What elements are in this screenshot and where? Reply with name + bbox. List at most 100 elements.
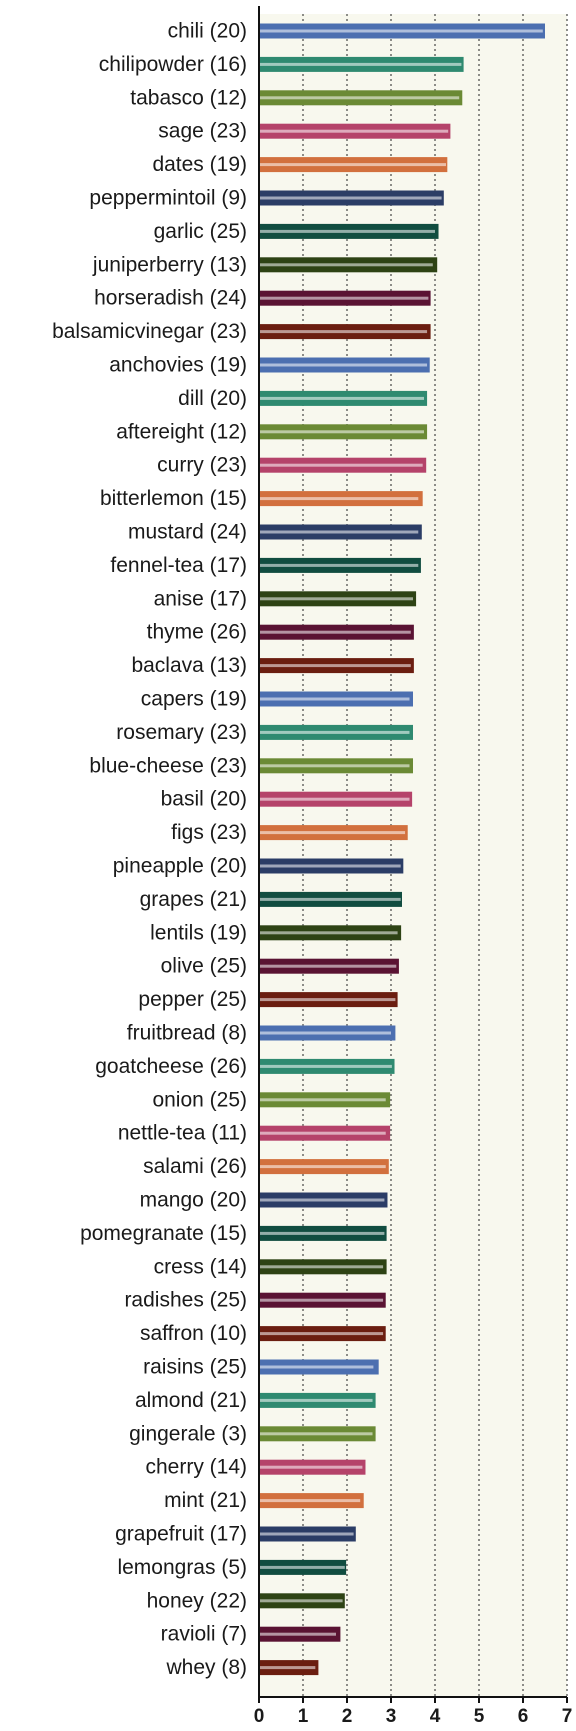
- bar-inner-line: [259, 96, 460, 100]
- bar-inner-line: [259, 1398, 373, 1402]
- bar-inner-line: [259, 129, 449, 133]
- bar-inner-line: [259, 1131, 386, 1135]
- category-label: anchovies (19): [109, 354, 247, 377]
- bar-inner-line: [259, 964, 397, 968]
- category-label: cherry (14): [145, 1456, 247, 1479]
- category-label: fruitbread (8): [127, 1022, 247, 1045]
- bar-inner-line: [259, 931, 398, 935]
- bar-inner-line: [259, 630, 411, 634]
- bar-inner-line: [259, 1499, 361, 1503]
- bar-inner-line: [259, 1298, 384, 1302]
- x-tick-label: 4: [430, 1706, 441, 1727]
- category-labels: chili (20) chilipowder (16) tabasco (12) sa…: [52, 20, 247, 1680]
- bar-inner-line: [259, 1632, 336, 1636]
- bar-inner-line: [259, 163, 446, 167]
- category-label: garlic (25): [154, 220, 247, 243]
- category-label: nettle-tea (11): [118, 1122, 247, 1145]
- bar-inner-line: [259, 530, 419, 534]
- bar-inner-line: [259, 831, 406, 835]
- bar-inner-line: [259, 430, 424, 434]
- category-label: curry (23): [157, 454, 247, 477]
- category-label: peppermintoil (9): [89, 187, 247, 210]
- bar-inner-line: [259, 363, 428, 367]
- category-label: chilipowder (16): [99, 53, 247, 76]
- bar-inner-line: [259, 396, 424, 400]
- category-label: goatcheese (26): [95, 1055, 247, 1078]
- bar-inner-line: [259, 29, 543, 33]
- category-label: grapes (21): [140, 888, 247, 911]
- x-tick-label: 5: [474, 1706, 485, 1727]
- bar-inner-line: [259, 330, 428, 334]
- x-tick-label: 0: [254, 1706, 265, 1727]
- category-label: gingerale (3): [129, 1422, 247, 1445]
- category-label: pineapple (20): [113, 855, 247, 878]
- category-label: dates (19): [152, 153, 247, 176]
- category-label: saffron (10): [140, 1322, 247, 1345]
- category-label: thyme (26): [147, 621, 247, 644]
- bar-inner-line: [259, 730, 410, 734]
- category-label: lemongras (5): [117, 1556, 247, 1579]
- bar-inner-line: [259, 1064, 392, 1068]
- bar-inner-line: [259, 764, 410, 768]
- bar-inner-line: [259, 998, 396, 1002]
- bar-inner-line: [259, 1198, 385, 1202]
- bar-inner-line: [259, 1532, 354, 1536]
- x-tick-label: 6: [518, 1706, 529, 1727]
- bar-inner-line: [259, 1599, 343, 1603]
- category-label: bitterlemon (15): [100, 487, 247, 510]
- category-label: basil (20): [161, 788, 247, 811]
- category-label: pomegranate (15): [80, 1222, 247, 1245]
- bar-inner-line: [259, 263, 433, 267]
- bar-inner-line: [259, 1031, 391, 1035]
- category-label: blue-cheese (23): [89, 754, 247, 777]
- category-label: horseradish (24): [94, 287, 247, 310]
- x-tick-label: 7: [562, 1706, 573, 1727]
- bars: [259, 23, 545, 1676]
- x-axis: 0 1 2 3 4 5 6 7: [254, 1696, 573, 1727]
- category-label: lentils (19): [150, 921, 247, 944]
- bar-inner-line: [259, 1098, 386, 1102]
- category-label: fennel-tea (17): [110, 554, 247, 577]
- bar-inner-line: [259, 1432, 373, 1436]
- category-label: pepper (25): [138, 988, 247, 1011]
- bar-inner-line: [259, 864, 401, 868]
- category-label: mint (21): [164, 1489, 247, 1512]
- category-label: rosemary (23): [116, 721, 247, 744]
- x-tick-label: 2: [342, 1706, 353, 1727]
- bar-inner-line: [259, 797, 410, 801]
- category-label: radishes (25): [124, 1289, 247, 1312]
- bar-inner-line: [259, 463, 423, 467]
- category-label: aftereight (12): [116, 420, 247, 443]
- category-label: juniperberry (13): [92, 253, 247, 276]
- category-label: olive (25): [161, 955, 247, 978]
- category-label: anise (17): [154, 587, 247, 610]
- bar-inner-line: [259, 1465, 363, 1469]
- category-label: honey (22): [147, 1589, 247, 1612]
- bar-inner-line: [259, 229, 435, 233]
- bar-inner-line: [259, 1666, 316, 1670]
- bar-inner-line: [259, 1565, 345, 1569]
- bar-inner-line: [259, 1365, 374, 1369]
- bar-inner-line: [259, 1165, 386, 1169]
- x-tick-label: 1: [298, 1706, 309, 1727]
- category-label: tabasco (12): [130, 86, 247, 109]
- category-label: capers (19): [141, 688, 247, 711]
- category-label: mustard (24): [128, 521, 247, 544]
- bar-inner-line: [259, 1265, 384, 1269]
- category-label: onion (25): [152, 1088, 247, 1111]
- category-label: figs (23): [171, 821, 247, 844]
- bar-inner-line: [259, 62, 462, 66]
- bar-inner-line: [259, 1332, 384, 1336]
- bar-inner-line: [259, 497, 419, 501]
- bar-inner-line: [259, 597, 413, 601]
- bar-inner-line: [259, 196, 442, 200]
- category-label: chili (20): [168, 20, 247, 43]
- x-tick-label: 3: [386, 1706, 397, 1727]
- category-label: mango (20): [140, 1189, 247, 1212]
- bar-inner-line: [259, 296, 429, 300]
- category-label: salami (26): [143, 1155, 247, 1178]
- bar-inner-line: [259, 897, 401, 901]
- category-label: balsamicvinegar (23): [52, 320, 247, 343]
- bar-inner-line: [259, 1231, 385, 1235]
